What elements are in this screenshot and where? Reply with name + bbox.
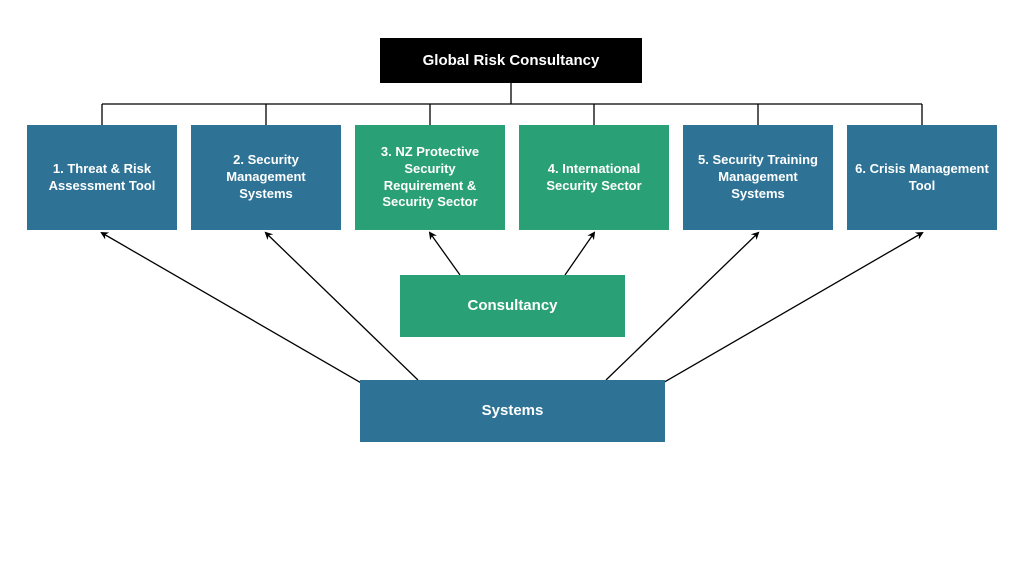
node-label: Systems	[482, 401, 544, 421]
node-label: 5. Security Training Management Systems	[691, 152, 825, 203]
node-label: Consultancy	[467, 296, 557, 316]
node-label: 2. Security Management Systems	[199, 152, 333, 203]
node-systems: Systems	[360, 380, 665, 442]
node-threat-risk: 1. Threat & Risk Assessment Tool	[27, 125, 177, 230]
node-label: 1. Threat & Risk Assessment Tool	[35, 161, 169, 195]
root-label: Global Risk Consultancy	[423, 51, 600, 71]
root-node: Global Risk Consultancy	[380, 38, 642, 83]
node-consultancy: Consultancy	[400, 275, 625, 337]
node-training: 5. Security Training Management Systems	[683, 125, 833, 230]
node-international: 4. International Security Sector	[519, 125, 669, 230]
node-security-mgmt: 2. Security Management Systems	[191, 125, 341, 230]
node-label: 3. NZ Protective Security Requirement & …	[363, 144, 497, 212]
node-label: 6. Crisis Management Tool	[855, 161, 989, 195]
node-crisis: 6. Crisis Management Tool	[847, 125, 997, 230]
node-label: 4. International Security Sector	[527, 161, 661, 195]
node-nz-protective: 3. NZ Protective Security Requirement & …	[355, 125, 505, 230]
